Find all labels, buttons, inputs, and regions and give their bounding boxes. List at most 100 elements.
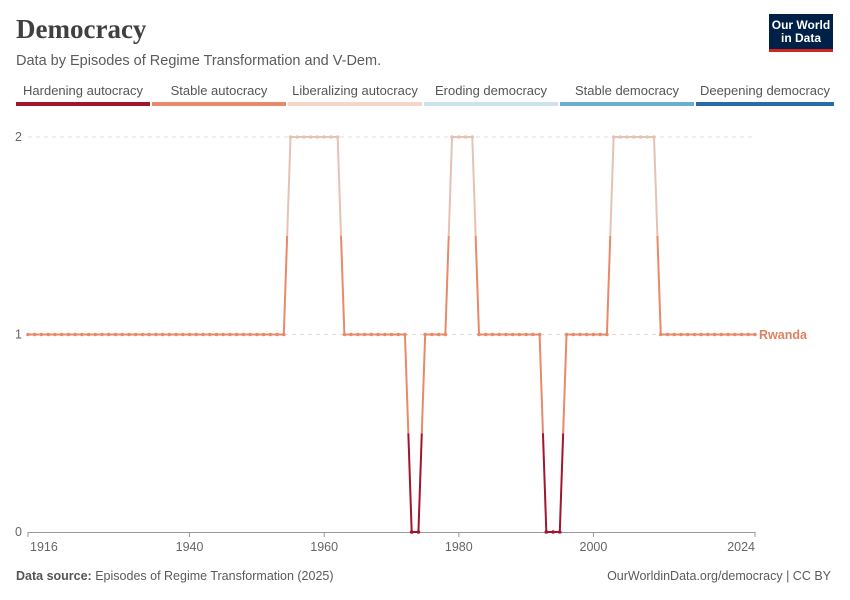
legend-item-stable-democracy[interactable]: Stable democracy: [560, 82, 694, 108]
data-point: [726, 332, 730, 337]
series-segment: [558, 433, 565, 533]
data-point: [53, 332, 57, 337]
data-point: [396, 332, 401, 337]
data-point: [26, 332, 30, 337]
legend-item-deepening-democracy[interactable]: Deepening democracy: [696, 82, 834, 108]
data-point: [281, 332, 286, 337]
y-tick-label: 1: [15, 328, 22, 342]
data-point: [234, 332, 239, 337]
data-source-text: Episodes of Regime Transformation (2025): [95, 569, 334, 583]
series-segment: [609, 136, 615, 236]
data-point: [531, 332, 535, 337]
data-point: [490, 332, 495, 337]
data-point: [329, 135, 333, 139]
y-tick-label: 0: [15, 525, 22, 539]
legend-swatch: [696, 102, 834, 106]
data-point: [544, 530, 549, 534]
logo-line-2: in Data: [780, 31, 821, 45]
legend-swatch: [560, 102, 694, 106]
y-tick-label: 2: [15, 130, 22, 144]
data-point: [416, 530, 421, 534]
x-tick-label: 2024: [727, 540, 755, 554]
data-point: [214, 332, 219, 337]
credit-link[interactable]: OurWorldinData.org/democracy | CC BY: [607, 569, 831, 583]
data-point: [181, 332, 185, 337]
legend-item-hardening-autocracy[interactable]: Hardening autocracy: [16, 82, 150, 108]
series-segment: [336, 136, 343, 236]
data-point: [268, 332, 273, 337]
series-segment: [471, 136, 477, 236]
legend-label: Stable democracy: [574, 83, 680, 98]
data-point: [369, 332, 374, 337]
data-point: [591, 332, 596, 337]
data-point: [187, 332, 192, 337]
data-point: [746, 332, 751, 337]
data-point: [308, 135, 313, 139]
series-segment: [417, 433, 423, 533]
legend-label: Deepening democracy: [699, 83, 831, 98]
data-point: [80, 332, 84, 337]
x-tick-label: 2000: [580, 540, 608, 554]
data-source-label: Data source:: [16, 569, 92, 583]
owid-logo[interactable]: Our World in Data: [769, 14, 833, 52]
data-point: [658, 332, 663, 337]
series-segment: [447, 136, 454, 236]
data-point: [288, 135, 293, 139]
series-label: Rwanda: [759, 328, 808, 342]
series-segment: [541, 433, 548, 533]
data-point: [342, 332, 347, 337]
data-point: [140, 332, 145, 337]
data-point: [59, 332, 64, 337]
legend-label: Stable autocracy: [170, 83, 268, 98]
series-segment: [420, 334, 427, 434]
legend-label: Hardening autocracy: [23, 83, 143, 98]
data-point: [207, 332, 212, 337]
data-point: [93, 332, 98, 337]
logo-line-1: Our World: [771, 18, 831, 32]
data-point: [106, 332, 111, 337]
series-segment: [407, 433, 413, 533]
data-point: [510, 332, 515, 337]
data-point: [477, 332, 481, 337]
data-point: [679, 332, 683, 337]
chart-subtitle: Data by Episodes of Regime Transformatio…: [16, 53, 382, 69]
legend-item-liberalizing-autocracy[interactable]: Liberalizing autocracy: [288, 82, 422, 108]
legend-label: Eroding democracy: [435, 83, 547, 98]
data-point: [322, 135, 326, 139]
series-segment: [538, 334, 544, 434]
x-tick-label: 1940: [176, 540, 204, 554]
data-point: [255, 332, 259, 337]
data-point: [436, 332, 441, 337]
data-point: [241, 332, 246, 337]
data-point: [302, 135, 306, 139]
data-point: [483, 332, 488, 337]
data-point: [753, 332, 757, 337]
data-point: [120, 332, 125, 337]
data-point: [201, 332, 205, 337]
data-point: [275, 332, 279, 337]
series-segment: [282, 235, 289, 335]
data-point: [497, 332, 502, 337]
data-point: [167, 332, 172, 337]
data-point: [66, 332, 71, 337]
legend-swatch: [16, 102, 150, 106]
data-point: [100, 332, 104, 337]
data-point: [699, 332, 703, 337]
data-point: [349, 332, 353, 337]
data-point: [692, 332, 697, 337]
legend-swatch: [288, 102, 422, 106]
data-point: [261, 332, 266, 337]
data-point: [598, 332, 602, 337]
data-point: [564, 332, 569, 337]
data-point: [517, 332, 522, 337]
legend-item-eroding-democracy[interactable]: Eroding democracy: [424, 82, 558, 108]
data-point: [113, 332, 118, 337]
data-point: [739, 332, 744, 337]
legend-item-stable-autocracy[interactable]: Stable autocracy: [152, 82, 286, 108]
data-point: [638, 135, 643, 139]
data-point: [463, 135, 468, 139]
data-point: [450, 135, 454, 139]
legend-swatch: [424, 102, 558, 106]
data-point: [248, 332, 252, 337]
